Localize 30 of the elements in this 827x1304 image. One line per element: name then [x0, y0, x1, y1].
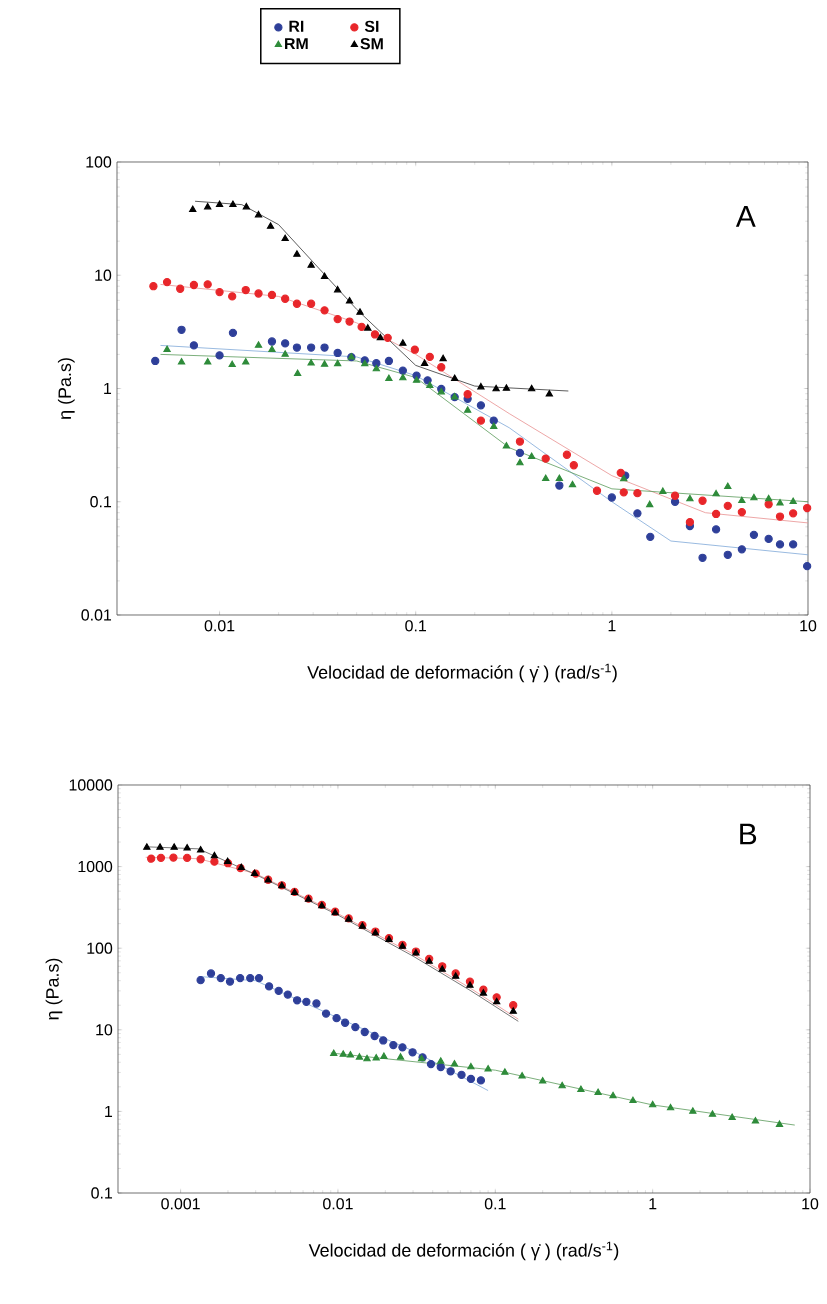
annotation: B: [740, 823, 757, 845]
y-tick-label: 100: [87, 942, 113, 954]
x-axis-title: Velocidad de deformación ( γ̇ ) (rad/s$^{-1}$): [307, 663, 617, 683]
y-tick-label: 0.01: [81, 609, 112, 621]
y-tick-label: 10: [96, 1024, 113, 1036]
x-tick-label: 10: [800, 620, 817, 632]
legend-label: SI: [364, 20, 379, 32]
y-tick-label: 0.1: [91, 1187, 113, 1199]
y-tick-label: 1: [105, 1105, 113, 1117]
x-tick-label: 10: [802, 1198, 819, 1210]
y-tick-label: 0.1: [90, 496, 112, 508]
legend-label: RI: [289, 20, 304, 32]
x-axis-title: Velocidad de deformación ( γ̇ ) (rad/s$^{-1}$): [308, 1241, 619, 1261]
x-tick-label: 0.01: [204, 620, 235, 632]
x-tick-label: 0.1: [484, 1198, 506, 1210]
legend-label: SM: [360, 38, 383, 50]
y-axis-title: η (Pa.s): [57, 358, 75, 419]
y-tick-label: 1: [104, 383, 112, 394]
x-tick-label: 0.001: [161, 1198, 200, 1210]
y-tick-label: 10000: [69, 779, 113, 791]
legend-label: RM: [285, 38, 308, 50]
x-tick-label: 1: [649, 1198, 657, 1210]
y-tick-label: 10: [95, 269, 112, 281]
y-axis-title: η (Pa.s): [45, 958, 63, 1020]
x-tick-label: 0.1: [405, 620, 426, 632]
y-tick-label: 1000: [78, 860, 113, 873]
x-tick-label: 1: [608, 620, 616, 632]
y-tick-label: 100: [86, 156, 112, 168]
x-tick-label: 0.01: [323, 1198, 353, 1210]
annotation: A: [735, 206, 756, 227]
